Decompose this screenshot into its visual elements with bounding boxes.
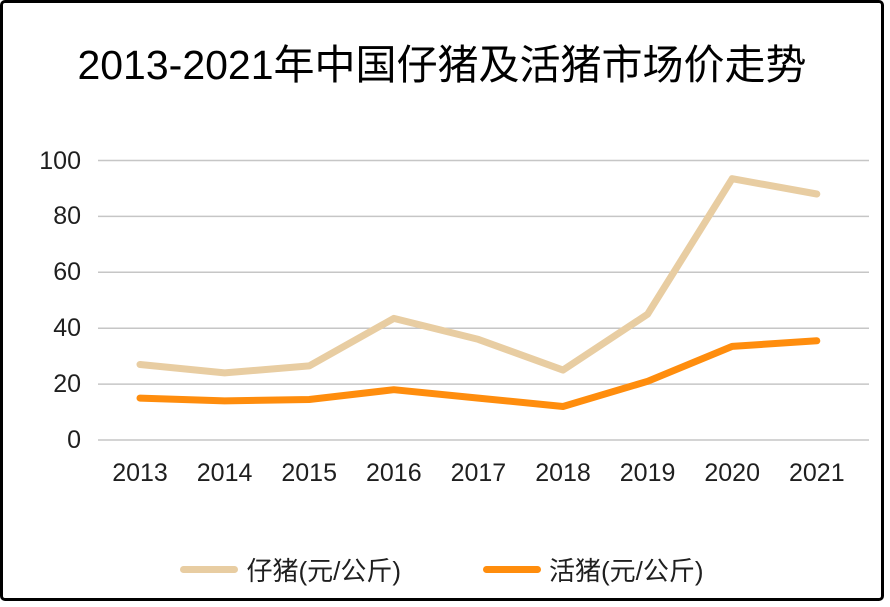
x-tick-2020: 2020 (704, 459, 760, 487)
x-tick-2017: 2017 (450, 459, 507, 487)
x-tick-2021: 2021 (788, 459, 845, 487)
y-tick-100: 100 (39, 146, 81, 175)
piglet-line-swatch (180, 566, 239, 573)
x-tick-2015: 2015 (281, 459, 337, 487)
legend-label-hog: 活猪(元/公斤) (549, 556, 704, 586)
legend-label-piglet: 仔猪(元/公斤) (246, 556, 401, 586)
series-line-0 (136, 175, 821, 377)
plot-area (98, 159, 869, 441)
y-tick-0: 0 (67, 426, 81, 454)
x-tick-2019: 2019 (619, 459, 676, 487)
series-lines (136, 175, 821, 410)
x-tick-2014: 2014 (196, 459, 253, 487)
y-tick-60: 60 (53, 258, 81, 287)
x-tick-2013: 2013 (112, 459, 168, 487)
y-tick-80: 80 (53, 202, 81, 231)
y-tick-20: 20 (53, 370, 81, 399)
chart-title: 2013-2021年中国仔猪及活猪市场价走势 (77, 42, 807, 88)
x-tick-2018: 2018 (535, 459, 591, 487)
series-line-1 (136, 337, 821, 410)
hog-line-swatch (483, 566, 541, 573)
gridlines (98, 159, 869, 441)
x-tick-2016: 2016 (365, 459, 422, 487)
legend-item-hog: 活猪(元/公斤) (483, 551, 704, 588)
legend-item-piglet: 仔猪(元/公斤) (180, 551, 401, 588)
y-tick-40: 40 (53, 314, 81, 343)
legend: 仔猪(元/公斤) 活猪(元/公斤) (3, 551, 881, 588)
